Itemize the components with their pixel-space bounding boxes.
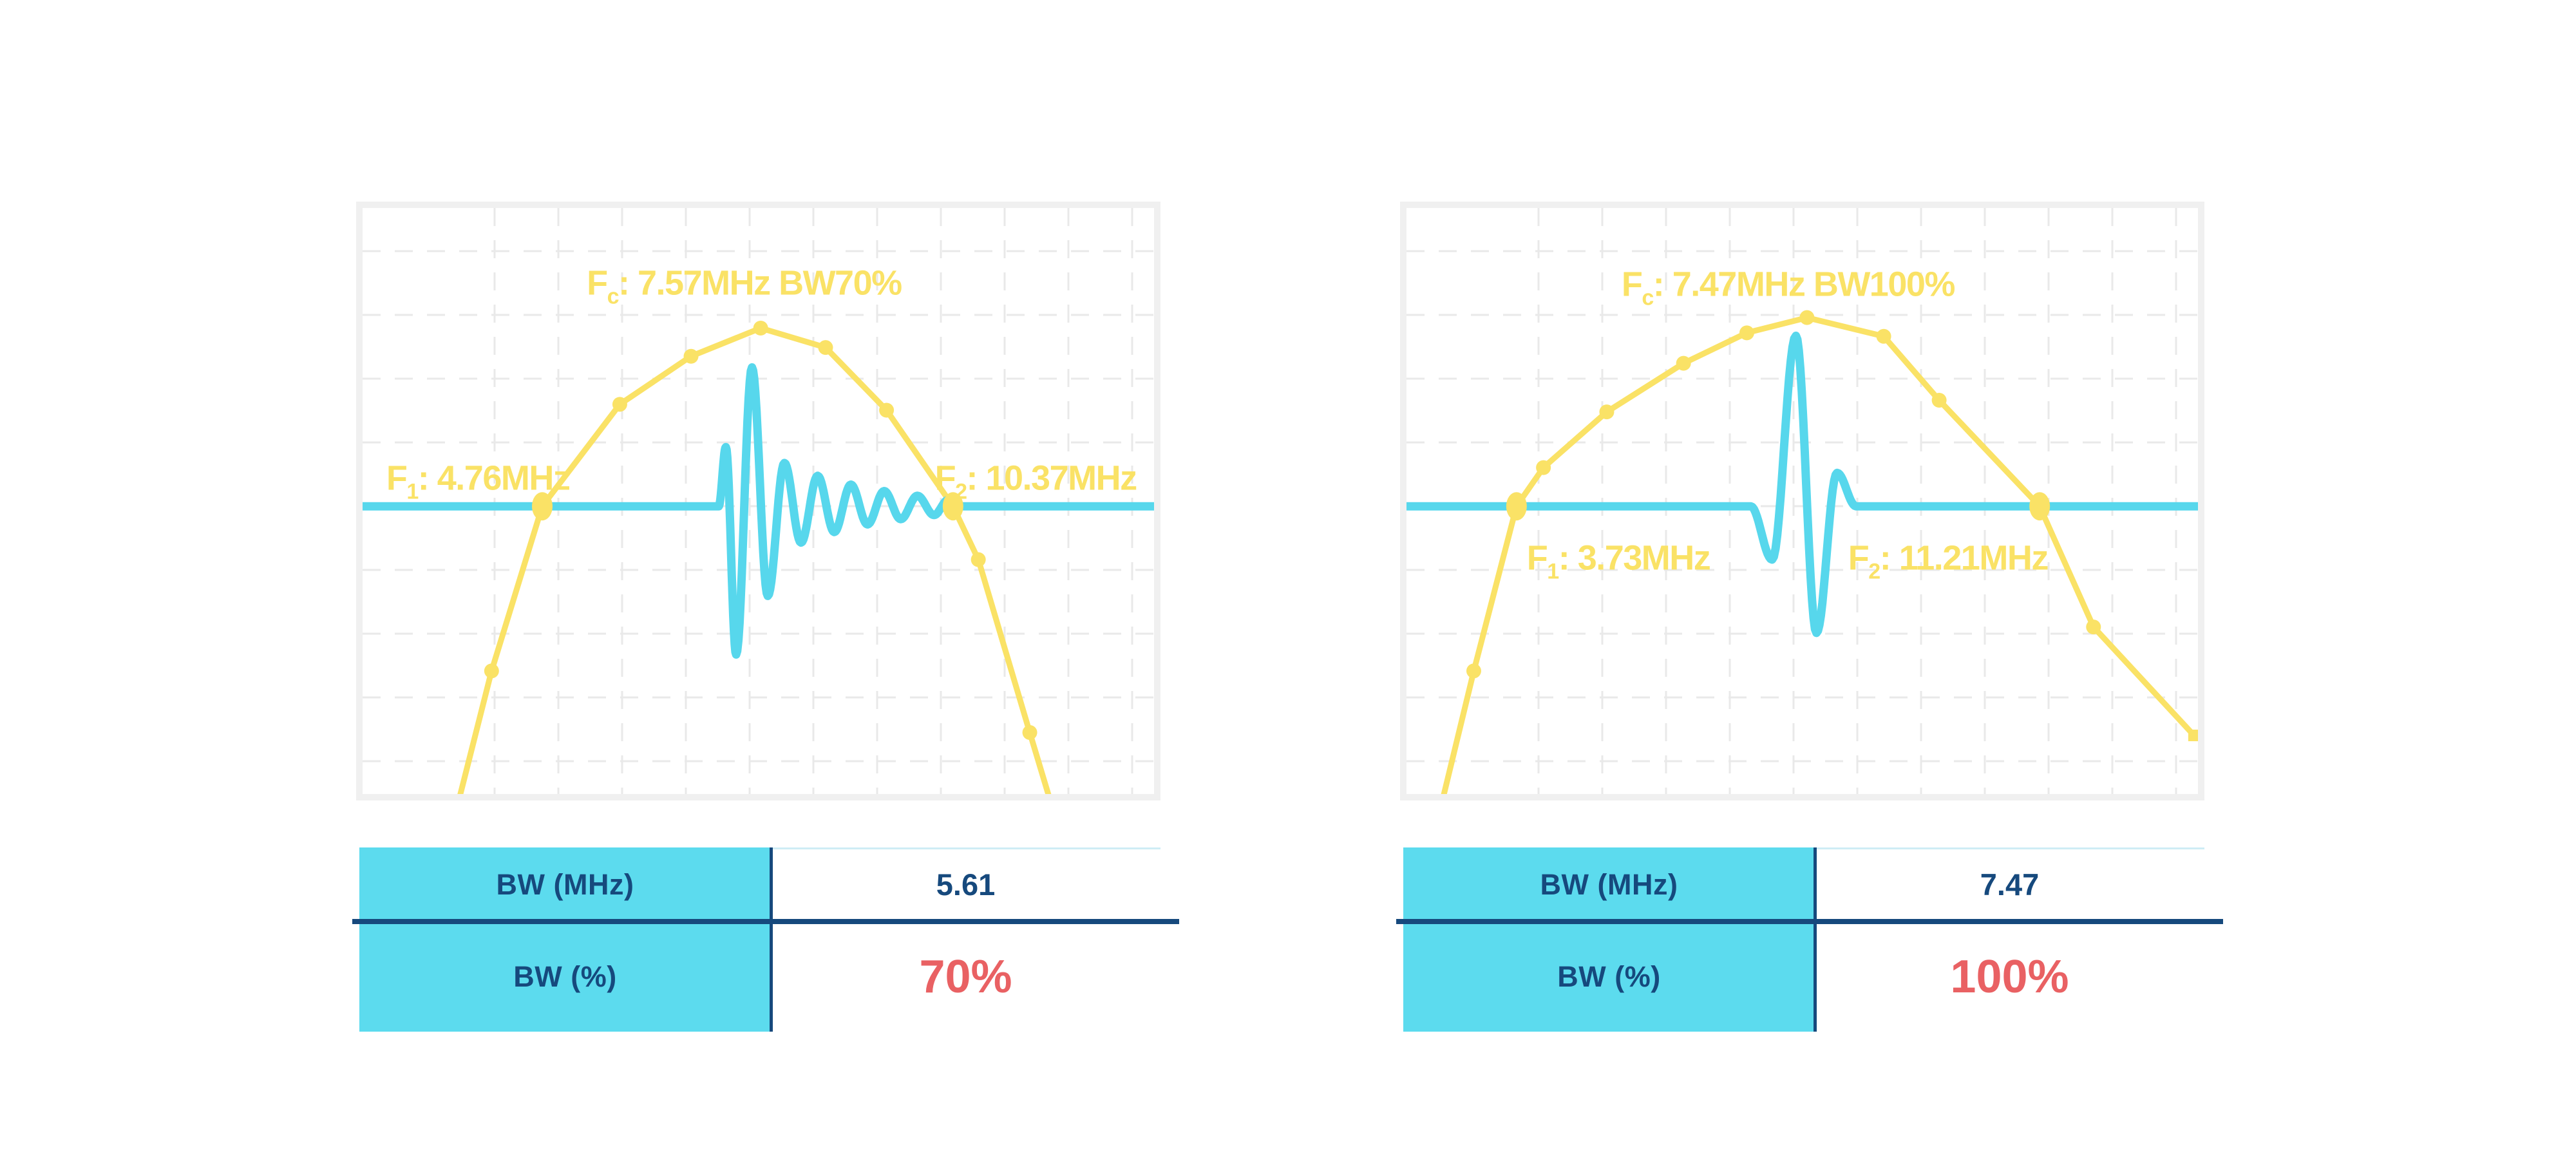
spectrum-marker bbox=[1022, 724, 1037, 740]
spectrum-curve bbox=[457, 325, 1052, 794]
row-divider bbox=[352, 919, 1179, 924]
spectrum-marker bbox=[1799, 310, 1815, 325]
spectrum-chart-bw70: Fc: 7.57MHz BW70% F1: 4.76MHz F2: 10.37MHz bbox=[356, 202, 1160, 800]
spectrum-end-marker bbox=[2188, 730, 2198, 741]
bw-table-70-label-column bbox=[359, 847, 771, 1032]
spectrum-marker bbox=[612, 397, 627, 412]
bw-table-100-label-column bbox=[1403, 847, 1815, 1032]
f2-annotation: F2: 10.37MHz bbox=[935, 459, 1137, 504]
bw-table-100-top-border bbox=[1816, 847, 2204, 849]
column-divider bbox=[1814, 847, 1817, 1032]
spectrum-marker bbox=[818, 340, 833, 355]
f2-annotation: F2: 11.21MHz bbox=[1848, 538, 2049, 583]
spectrum-marker bbox=[1676, 355, 1691, 371]
spectrum-marker bbox=[1536, 460, 1551, 475]
spectrum-marker bbox=[1466, 663, 1481, 679]
spectrum-marker bbox=[1739, 325, 1754, 341]
spectrum-marker bbox=[753, 321, 768, 336]
bw-table-100: BW (MHz) 7.47 BW (%) 100% bbox=[1396, 847, 2223, 1032]
spectrum-marker bbox=[1599, 404, 1615, 420]
column-divider bbox=[770, 847, 773, 1032]
spectrum-marker bbox=[683, 348, 699, 364]
bw-pct-value: 70% bbox=[919, 951, 1012, 1003]
bandedge-marker bbox=[942, 492, 963, 521]
bw-table-70-top-border bbox=[772, 847, 1160, 849]
bw-mhz-value: 7.47 bbox=[1980, 867, 2040, 902]
fc-annotation: Fc: 7.57MHz BW70% bbox=[587, 264, 902, 309]
pulse-waveform bbox=[363, 363, 1154, 659]
bandedge-marker bbox=[531, 492, 553, 521]
bw-mhz-label: BW (MHz) bbox=[496, 867, 634, 901]
spectrum-marker bbox=[1931, 392, 1947, 408]
bw-mhz-value: 5.61 bbox=[936, 867, 996, 902]
row-divider bbox=[1396, 919, 2223, 924]
spectrum-curve bbox=[1441, 314, 2197, 794]
bw-pct-label: BW (%) bbox=[513, 960, 617, 993]
spectrum-chart-bw100: Fc: 7.47MHz BW100% F1: 3.73MHz F2: 11.21MH… bbox=[1400, 202, 2204, 800]
spectrum-chart-bw70-plot: Fc: 7.57MHz BW70% F1: 4.76MHz F2: 10.37MHz bbox=[363, 208, 1154, 794]
bw-mhz-label: BW (MHz) bbox=[1540, 867, 1678, 901]
bandedge-marker bbox=[2029, 492, 2050, 521]
pulse-waveform bbox=[1406, 331, 2198, 638]
f1-annotation: F1: 4.76MHz bbox=[386, 459, 570, 504]
bw-pct-value: 100% bbox=[1950, 951, 2069, 1003]
spectrum-marker bbox=[971, 552, 986, 567]
bw-table-70: BW (MHz) 5.61 BW (%) 70% bbox=[352, 847, 1179, 1032]
spectrum-marker bbox=[1876, 328, 1891, 344]
fc-annotation: Fc: 7.47MHz BW100% bbox=[1622, 265, 1955, 310]
spectrum-marker bbox=[2086, 620, 2101, 635]
bandedge-marker bbox=[1506, 492, 1527, 521]
bw-pct-label: BW (%) bbox=[1557, 960, 1661, 993]
f1-annotation: F1: 3.73MHz bbox=[1527, 538, 1710, 583]
spectrum-marker bbox=[484, 663, 499, 679]
spectrum-chart-bw100-plot: Fc: 7.47MHz BW100% F1: 3.73MHz F2: 11.21MH… bbox=[1406, 208, 2198, 794]
spectrum-marker bbox=[879, 402, 895, 418]
